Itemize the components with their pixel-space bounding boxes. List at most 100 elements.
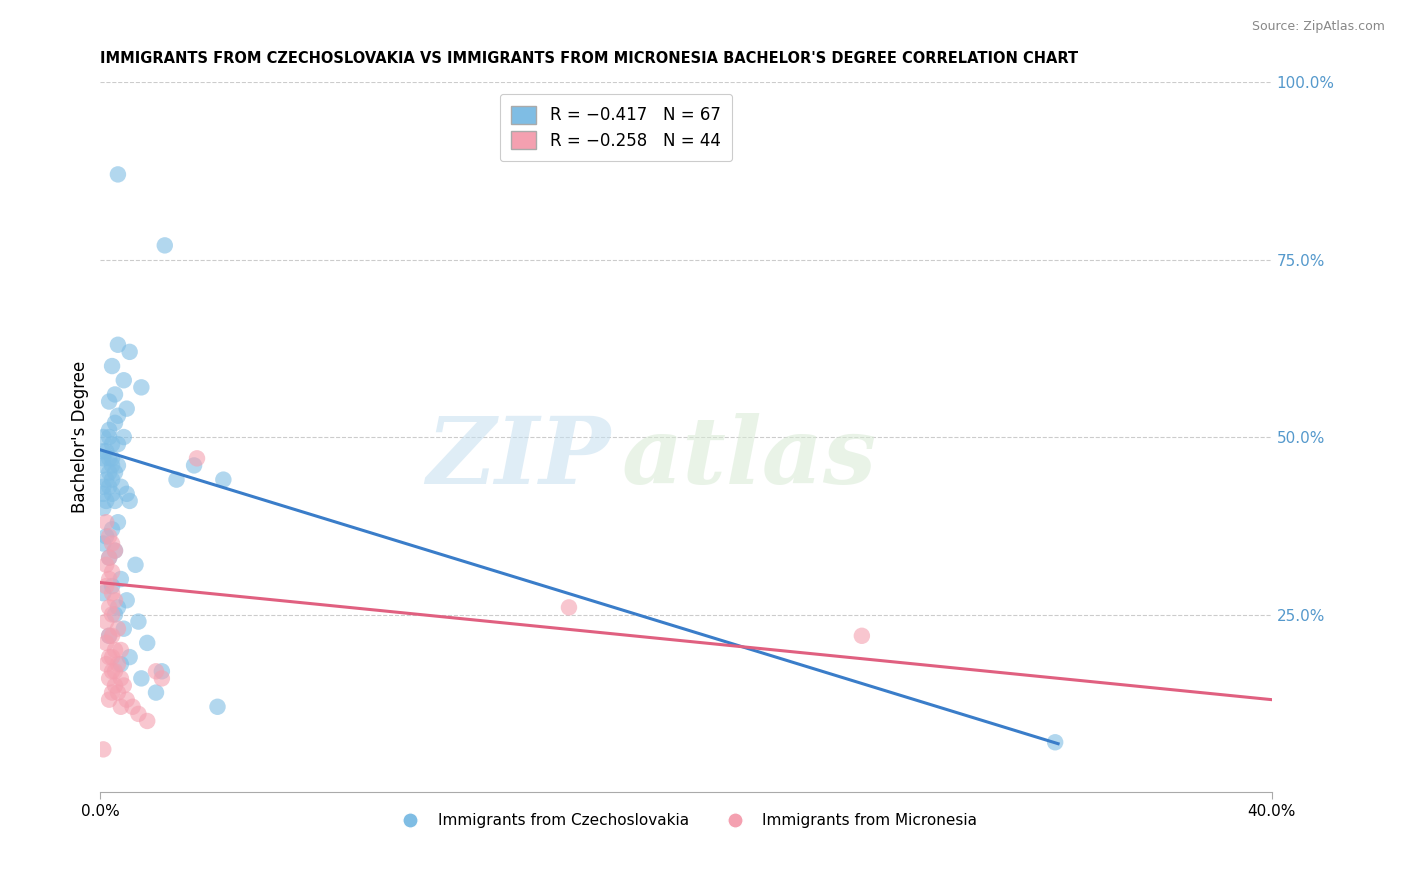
Point xyxy=(101,650,124,665)
Point xyxy=(98,430,121,444)
Point xyxy=(136,636,159,650)
Text: IMMIGRANTS FROM CZECHOSLOVAKIA VS IMMIGRANTS FROM MICRONESIA BACHELOR'S DEGREE C: IMMIGRANTS FROM CZECHOSLOVAKIA VS IMMIGR… xyxy=(100,51,1078,66)
Point xyxy=(91,487,114,501)
Point xyxy=(118,494,141,508)
Point xyxy=(101,629,124,643)
Point xyxy=(107,168,129,182)
Point xyxy=(558,600,581,615)
Point xyxy=(153,238,176,252)
Point xyxy=(104,494,127,508)
Point xyxy=(96,444,118,458)
Point xyxy=(115,692,138,706)
Point xyxy=(166,473,188,487)
Point xyxy=(98,550,121,565)
Point xyxy=(110,657,132,672)
Point xyxy=(98,529,121,543)
Point xyxy=(107,458,129,473)
Point xyxy=(124,558,146,572)
Point xyxy=(104,387,127,401)
Point xyxy=(212,473,235,487)
Point xyxy=(98,572,121,586)
Point xyxy=(104,543,127,558)
Point xyxy=(91,742,114,756)
Point xyxy=(101,607,124,622)
Point xyxy=(107,657,129,672)
Point xyxy=(96,494,118,508)
Point xyxy=(104,678,127,692)
Point xyxy=(104,607,127,622)
Point xyxy=(107,600,129,615)
Point xyxy=(115,401,138,416)
Point xyxy=(98,629,121,643)
Point xyxy=(107,622,129,636)
Point xyxy=(91,501,114,516)
Point xyxy=(91,451,114,466)
Y-axis label: Bachelor's Degree: Bachelor's Degree xyxy=(72,361,89,513)
Point xyxy=(110,572,132,586)
Point xyxy=(101,473,124,487)
Point xyxy=(186,451,208,466)
Point xyxy=(101,579,124,593)
Point xyxy=(91,536,114,550)
Point xyxy=(104,643,127,657)
Point xyxy=(112,430,135,444)
Point xyxy=(131,672,153,686)
Point xyxy=(101,522,124,536)
Point xyxy=(112,678,135,692)
Text: ZIP: ZIP xyxy=(426,413,610,503)
Point xyxy=(118,344,141,359)
Point xyxy=(121,699,143,714)
Point xyxy=(104,665,127,679)
Point xyxy=(131,380,153,394)
Point xyxy=(101,437,124,451)
Point xyxy=(150,665,173,679)
Point xyxy=(110,699,132,714)
Point xyxy=(96,615,118,629)
Point xyxy=(98,550,121,565)
Point xyxy=(98,600,121,615)
Point xyxy=(91,430,114,444)
Legend: Immigrants from Czechoslovakia, Immigrants from Micronesia: Immigrants from Czechoslovakia, Immigran… xyxy=(389,806,983,834)
Point xyxy=(98,650,121,665)
Point xyxy=(98,394,121,409)
Point xyxy=(107,409,129,423)
Point xyxy=(112,373,135,387)
Point xyxy=(107,685,129,699)
Point xyxy=(101,685,124,699)
Point xyxy=(112,622,135,636)
Point xyxy=(91,444,114,458)
Point xyxy=(91,458,114,473)
Point xyxy=(115,487,138,501)
Point xyxy=(98,629,121,643)
Point xyxy=(107,515,129,529)
Point xyxy=(107,338,129,352)
Point xyxy=(96,515,118,529)
Point xyxy=(104,416,127,430)
Point xyxy=(91,586,114,600)
Point xyxy=(96,558,118,572)
Point xyxy=(110,672,132,686)
Point xyxy=(101,665,124,679)
Point xyxy=(150,672,173,686)
Point xyxy=(127,706,149,721)
Point xyxy=(145,685,167,699)
Point xyxy=(96,636,118,650)
Point xyxy=(145,665,167,679)
Point xyxy=(101,458,124,473)
Point xyxy=(136,714,159,728)
Point xyxy=(98,672,121,686)
Point xyxy=(110,480,132,494)
Point xyxy=(104,593,127,607)
Point xyxy=(98,466,121,480)
Point xyxy=(1043,735,1066,749)
Point xyxy=(98,692,121,706)
Text: atlas: atlas xyxy=(621,413,877,503)
Point xyxy=(101,565,124,579)
Point xyxy=(96,529,118,543)
Point xyxy=(98,480,121,494)
Point xyxy=(207,699,229,714)
Point xyxy=(98,423,121,437)
Point xyxy=(96,579,118,593)
Point xyxy=(107,437,129,451)
Point xyxy=(127,615,149,629)
